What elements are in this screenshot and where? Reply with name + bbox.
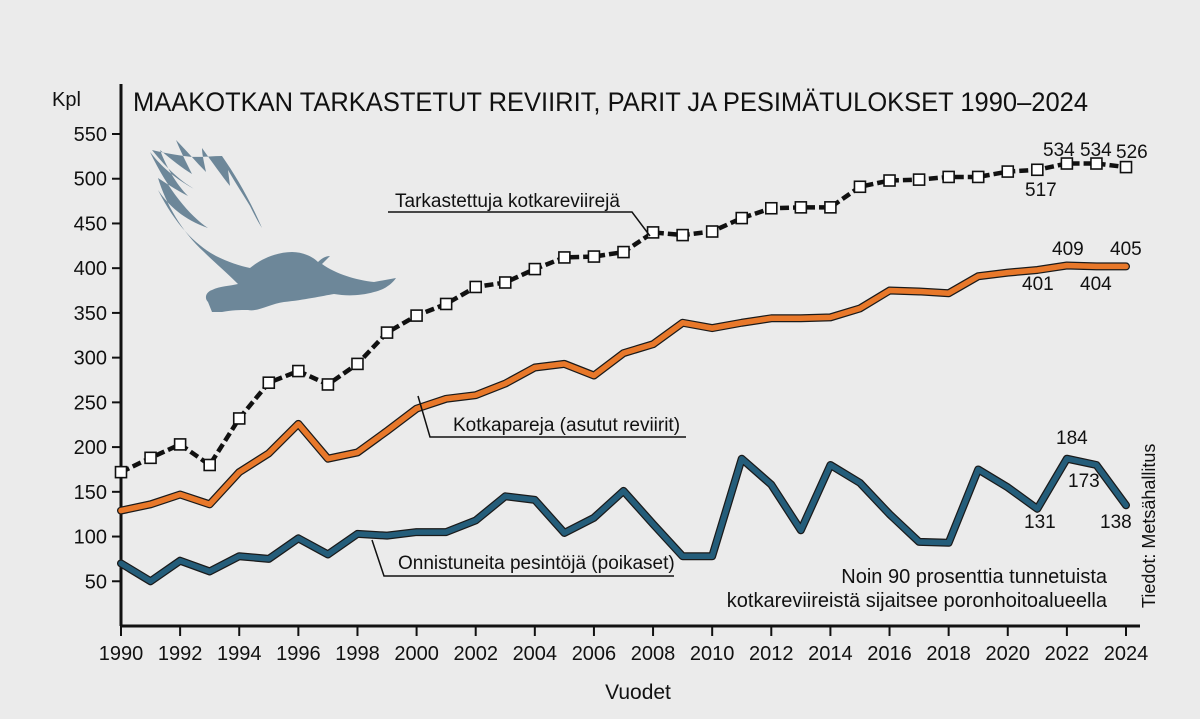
reviirit-point bbox=[646, 226, 660, 239]
x-tick-label: 2018 bbox=[926, 643, 971, 665]
x-tick-label: 2004 bbox=[513, 643, 558, 665]
x-tick-label: 1998 bbox=[335, 643, 380, 665]
x-tick-label: 2024 bbox=[1104, 643, 1149, 665]
y-tick-label: 200 bbox=[74, 437, 107, 459]
reviirit-point bbox=[144, 451, 157, 465]
reviirit-point bbox=[203, 458, 216, 472]
reviirit-point bbox=[351, 357, 364, 371]
reviirit-point bbox=[262, 376, 276, 389]
reviirit-point bbox=[764, 201, 778, 215]
x-tick-label: 2006 bbox=[572, 643, 617, 665]
y-tick-label: 50 bbox=[85, 571, 107, 593]
reviirit-point bbox=[558, 251, 571, 264]
reviirit-point bbox=[971, 170, 985, 184]
y-tick-label: 150 bbox=[74, 482, 107, 504]
reviirit-point bbox=[321, 378, 335, 391]
series-layer bbox=[117, 161, 1130, 586]
note-line-1: Noin 90 prosenttia tunnetuista bbox=[841, 566, 1108, 588]
label-parit-2023: 404 bbox=[1080, 274, 1112, 295]
x-tick-label: 2016 bbox=[867, 643, 912, 665]
reviirit-leader bbox=[388, 211, 651, 237]
reviirit-point bbox=[1060, 157, 1074, 170]
x-tick-label: 2000 bbox=[394, 643, 439, 665]
y-tick-label: 300 bbox=[74, 348, 107, 370]
markers-layer bbox=[114, 157, 1133, 479]
reviirit-point bbox=[1119, 160, 1133, 174]
pesinnat-leader bbox=[371, 539, 674, 577]
reviirit-point bbox=[912, 173, 926, 186]
reviirit-point bbox=[587, 250, 601, 263]
reviirit-point bbox=[292, 364, 305, 378]
label-parit-2021: 401 bbox=[1022, 274, 1054, 295]
reviirit-point bbox=[232, 412, 246, 425]
reviirit-point bbox=[735, 211, 749, 225]
x-tick-label: 1994 bbox=[217, 643, 262, 665]
y-tick-label: 350 bbox=[74, 303, 107, 325]
reviirit-point bbox=[1031, 163, 1044, 177]
label-pesinnat-2022: 184 bbox=[1056, 428, 1088, 449]
x-tick-label: 2010 bbox=[690, 643, 735, 665]
y-tick-label: 100 bbox=[74, 527, 107, 549]
x-ticks: 1990 1992 1994 1996 1998 2000 2002 2004 2006 2008… bbox=[99, 626, 1149, 665]
y-axis-label: Kpl bbox=[52, 89, 81, 111]
y-tick-label: 450 bbox=[74, 213, 107, 235]
x-tick-label: 1992 bbox=[158, 643, 203, 665]
reviirit-point bbox=[794, 201, 808, 214]
x-tick-label: 2020 bbox=[986, 643, 1031, 665]
reviirit-point bbox=[824, 201, 837, 214]
y-tick-label: 500 bbox=[74, 169, 107, 191]
y-tick-label: 250 bbox=[74, 392, 107, 414]
x-tick-label: 1996 bbox=[276, 643, 321, 665]
reviirit-point bbox=[1001, 165, 1015, 178]
reviirit-series-label: Tarkastettuja kotkareviirejä bbox=[395, 191, 620, 212]
reviirit-point bbox=[883, 174, 896, 187]
x-tick-label: 2012 bbox=[749, 643, 794, 665]
reviirit-point bbox=[853, 180, 867, 194]
series-line-parit bbox=[118, 262, 1129, 514]
note-line-2: kotkareviireistä sijaitsee poronhoitoalu… bbox=[727, 590, 1108, 612]
reviirit-point bbox=[1090, 157, 1103, 170]
label-pesinnat-2023: 173 bbox=[1068, 471, 1100, 492]
x-tick-label: 2002 bbox=[453, 643, 498, 665]
x-tick-label: 2008 bbox=[631, 643, 676, 665]
parit-leader bbox=[417, 395, 686, 438]
label-reviirit-2024: 526 bbox=[1116, 142, 1148, 163]
reviirit-point bbox=[173, 438, 187, 451]
label-parit-2024: 405 bbox=[1110, 239, 1142, 260]
reviirit-point bbox=[439, 297, 453, 311]
source-label: Tiedot: Metsähallitus bbox=[1139, 444, 1159, 608]
reviirit-point bbox=[528, 262, 542, 276]
y-tick-label: 550 bbox=[74, 124, 107, 146]
reviirit-point bbox=[676, 228, 689, 242]
x-tick-label: 1990 bbox=[99, 643, 144, 665]
label-reviirit-2021: 517 bbox=[1025, 180, 1057, 201]
y-tick-label: 400 bbox=[74, 258, 107, 280]
reviirit-point bbox=[617, 245, 630, 259]
label-pesinnat-2024: 138 bbox=[1100, 512, 1132, 533]
eagle-icon bbox=[150, 140, 396, 312]
label-pesinnat-2021: 131 bbox=[1024, 512, 1056, 533]
chart-title: MAAKOTKAN TARKASTETUT REVIIRIT, PARIT JA… bbox=[133, 87, 1088, 117]
label-reviirit-2022: 534 bbox=[1043, 140, 1075, 161]
y-ticks: 50 100 150 200 250 300 350 400 450 500 550 bbox=[74, 124, 121, 593]
reviirit-point bbox=[705, 225, 719, 238]
x-tick-label: 2022 bbox=[1045, 643, 1090, 665]
reviirit-point bbox=[469, 280, 483, 294]
parit-series-label: Kotkapareja (asutut reviirit) bbox=[453, 415, 680, 436]
reviirit-point bbox=[380, 326, 394, 339]
series-line-pesinnat bbox=[118, 455, 1129, 585]
x-tick-label: 2014 bbox=[808, 643, 853, 665]
label-reviirit-2023: 534 bbox=[1080, 140, 1112, 161]
reviirit-point bbox=[498, 276, 512, 289]
pesinnat-series-label: Onnistuneita pesintöjä (poikaset) bbox=[398, 553, 675, 574]
reviirit-point bbox=[114, 465, 128, 479]
x-axis-label: Vuodet bbox=[605, 681, 671, 704]
label-parit-2022: 409 bbox=[1052, 239, 1084, 260]
reviirit-point bbox=[410, 309, 423, 322]
reviirit-point bbox=[942, 170, 955, 184]
